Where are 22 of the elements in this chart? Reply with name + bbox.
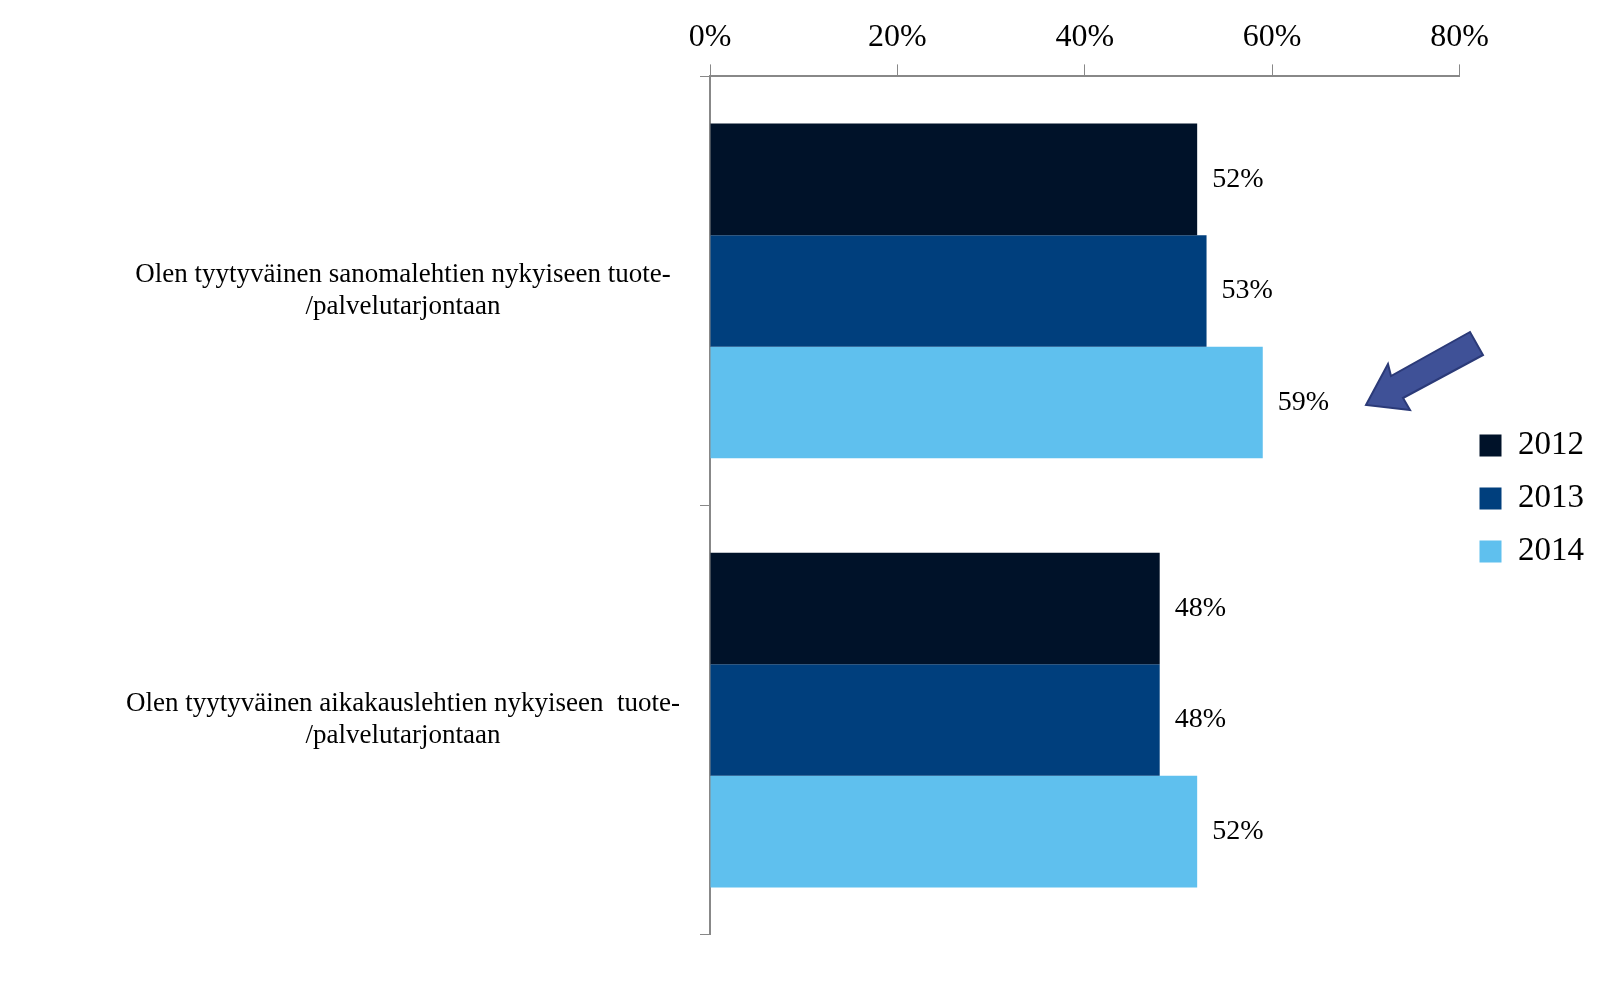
bar — [710, 664, 1160, 776]
y-tick-label: Olen tyytyväinen aikakauslehtien nykyiseen tuote-/palvelutarjontaan — [125, 686, 681, 750]
y-tick-label: Olen tyytyväinen sanomalehtien nykyiseen tuote-/palvelutarjontaan — [135, 257, 671, 321]
bar — [710, 123, 1198, 236]
x-tick-label: 80% — [1430, 16, 1489, 53]
legend-label: 2014 — [1518, 531, 1584, 568]
legend-label: 2013 — [1518, 478, 1584, 515]
x-tick-label: 20% — [868, 16, 927, 53]
data-label: 53% — [1221, 273, 1273, 305]
data-label: 52% — [1212, 161, 1264, 193]
x-tick-label: 40% — [1055, 16, 1115, 53]
data-label: 59% — [1277, 384, 1330, 416]
bar — [710, 346, 1263, 459]
legend-label: 2012 — [1518, 425, 1584, 462]
data-label: 52% — [1212, 813, 1264, 845]
bar — [710, 552, 1160, 665]
x-tick-label: 60% — [1242, 16, 1302, 53]
x-tick-label: 0% — [688, 16, 732, 53]
data-label: 48% — [1174, 590, 1227, 622]
data-label: 48% — [1174, 702, 1227, 734]
bar — [710, 775, 1198, 888]
bar — [710, 235, 1207, 347]
